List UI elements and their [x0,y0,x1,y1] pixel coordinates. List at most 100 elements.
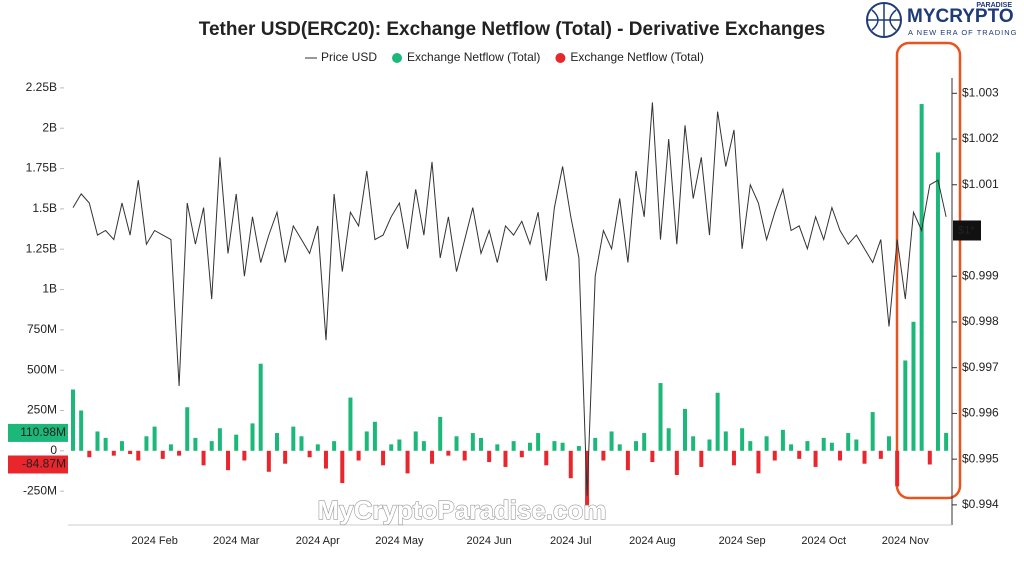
x-tick-label: 2024 Jul [550,535,592,547]
price-line [72,102,947,496]
legend-dot [555,53,566,63]
y-tick-label: 250M [27,403,57,417]
netflow-bar [862,450,867,464]
chart-title: Tether USD(ERC20): Exchange Netflow (Tot… [199,19,825,40]
netflow-bar [217,428,222,451]
x-tick-label: 2024 Feb [131,535,177,547]
y-tick-label: 1.25B [26,241,57,255]
netflow-bar [560,442,565,451]
y2-tick-label: $1.001 [962,177,999,191]
netflow-bar [552,441,557,451]
netflow-bar [332,441,337,451]
x-tick-label: 2024 Jun [467,535,512,547]
legend-label: Exchange Netflow (Total) [570,50,703,64]
netflow-bar [797,450,802,459]
netflow-bar [266,450,271,472]
netflow-bar [642,433,647,451]
netflow-bar [601,450,606,461]
netflow-bar [838,450,843,461]
x-tick-label: 2024 Apr [296,535,340,547]
legend-label: Exchange Netflow (Total) [407,50,540,64]
netflow-bar [503,450,508,467]
netflow-bar [144,436,149,451]
y2-tick-label: $0.996 [962,406,999,420]
netflow-bar [519,450,524,458]
current-tag-bg [8,423,68,442]
y2-tick-label: $0.997 [962,360,999,374]
y-tick-label: 2B [42,120,57,134]
netflow-bar [625,450,630,471]
logo-tagline: A NEW ERA OF TRADING [908,28,1017,37]
logo-lines [867,3,901,37]
x-tick-label: 2024 Oct [801,535,846,547]
netflow-bar [723,431,728,451]
netflow-bar [666,428,671,451]
legend-label: Price USD [321,50,377,64]
netflow-bar [299,436,304,451]
netflow-bar [756,450,761,474]
netflow-bar [691,436,696,451]
netflow-bar [731,450,736,466]
netflow-bar [944,432,949,451]
netflow-bar [650,450,655,463]
netflow-bar [177,450,182,456]
y2-tick-label: $0.999 [962,268,999,282]
y2-tick-label: $0.994 [962,497,999,511]
logo-sub: PARADISE [976,2,1012,9]
netflow-bar [315,444,320,451]
netflow-bar [71,389,75,451]
netflow-bar [234,434,239,451]
netflow-bar [903,360,908,451]
netflow-bar [805,441,810,451]
price-tag-bg [953,220,981,241]
netflow-bar [356,450,361,461]
netflow-bar [780,429,785,451]
netflow-bar [617,444,622,451]
netflow-bar [152,426,157,451]
netflow-bar [381,450,386,466]
netflow-bar [413,431,418,451]
current-tag-bg [8,455,68,474]
netflow-bar [307,450,312,458]
netflow-bar [935,152,940,451]
netflow-bar [609,431,614,451]
netflow-bar [462,450,467,461]
netflow-bar [707,439,712,451]
y2-tick-label: $1.002 [962,131,999,145]
netflow-bar [201,450,206,466]
x-tick-label: 2024 Nov [882,535,930,547]
netflow-bar [193,437,198,451]
netflow-bar [470,433,475,451]
y-tick-label: 1B [42,282,57,296]
netflow-bar [438,416,443,451]
netflow-bar [275,433,279,451]
netflow-bar [479,437,483,451]
netflow-bar [748,441,753,451]
netflow-bar [283,450,288,464]
netflow-bar [878,450,883,459]
y2-tick-label: $0.995 [962,451,999,465]
netflow-bar [887,436,891,451]
netflow-bar [250,423,255,451]
netflow-bar [111,450,116,456]
netflow-bar [919,104,924,451]
logo-name: MYCRYPTO [907,6,1014,27]
netflow-bar [715,392,720,451]
legend-dot [392,53,403,63]
netflow-bar [340,450,345,484]
x-tick-label: 2024 Sep [719,535,766,547]
netflow-bar [454,436,459,451]
netflow-bar [511,441,516,451]
netflow-bar [927,450,932,465]
netflow-bar [185,407,190,451]
watermark: MyCryptoParadise.com [318,495,607,525]
netflow-bar [683,408,687,451]
y2-tick-label: $0.998 [962,314,999,328]
y-tick-label: 2.25B [26,80,57,94]
netflow-bar [699,450,704,467]
netflow-bar [430,450,435,464]
netflow-bar [128,450,133,455]
netflow-bar [242,450,247,461]
